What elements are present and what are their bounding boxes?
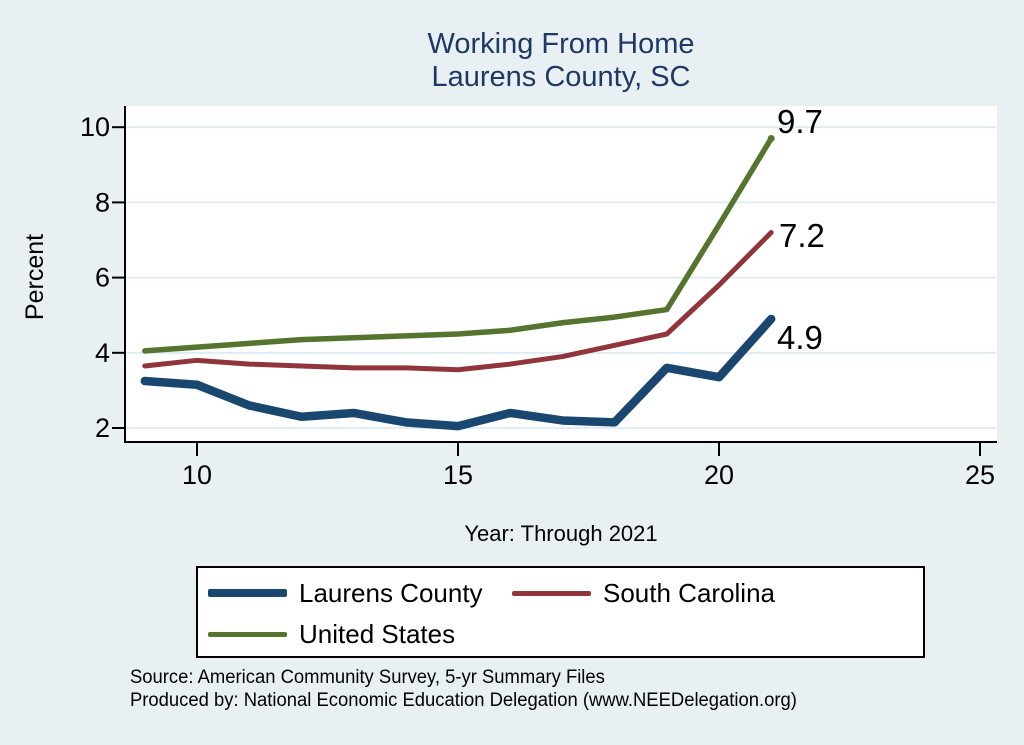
- y-tick-label: 10: [80, 112, 110, 142]
- gridlines: [126, 126, 996, 429]
- chart-title-line1: Working From Home: [427, 28, 695, 60]
- legend-swatch-south-carolina: [512, 590, 591, 596]
- y-tick-label: 4: [95, 338, 110, 368]
- end-label-laurens-county: 4.9: [777, 319, 823, 356]
- x-tick-label: 25: [965, 460, 995, 490]
- legend: Laurens County South Carolina United Sta…: [196, 566, 925, 658]
- legend-item-south-carolina: South Carolina: [512, 577, 775, 608]
- plot-area: [126, 106, 997, 441]
- y-tick-label: 6: [95, 263, 110, 293]
- legend-label-united-states: United States: [299, 618, 456, 649]
- us-endpoint-marker: [767, 134, 775, 142]
- chart-title: Working From Home Laurens County, SC: [125, 28, 997, 94]
- series-line-united-states: [142, 135, 774, 354]
- legend-swatch-united-states: [208, 631, 287, 637]
- x-tick-label: 10: [182, 460, 212, 490]
- source-note: Source: American Community Survey, 5-yr …: [130, 667, 605, 688]
- x-tick-labels: 10 15 20 25: [182, 460, 995, 490]
- x-axis: [124, 441, 997, 456]
- legend-item-laurens-county: Laurens County: [208, 577, 483, 608]
- legend-item-united-states: United States: [208, 618, 456, 649]
- end-label-south-carolina: 7.2: [779, 217, 825, 254]
- end-label-united-states: 9.7: [777, 103, 823, 140]
- legend-label-laurens-county: Laurens County: [299, 577, 483, 608]
- series-line-laurens-county: [140, 314, 776, 431]
- y-tick-labels: 2 4 6 8 10: [80, 112, 110, 443]
- legend-swatch-laurens-county: [208, 589, 287, 597]
- y-tick-label: 2: [95, 413, 110, 443]
- legend-label-south-carolina: South Carolina: [603, 577, 775, 608]
- x-axis-title: Year: Through 2021: [464, 521, 658, 546]
- produced-by-note: Produced by: National Economic Education…: [130, 690, 797, 711]
- y-axis: [112, 106, 126, 443]
- chart-title-line2: Laurens County, SC: [431, 61, 691, 93]
- footer-notes: Source: American Community Survey, 5-yr …: [130, 666, 797, 712]
- series-lines: [140, 135, 776, 431]
- y-axis-title: Percent: [21, 234, 49, 320]
- x-tick-label: 20: [704, 460, 734, 490]
- series-line-south-carolina: [142, 229, 774, 373]
- y-tick-label: 8: [95, 187, 110, 217]
- x-tick-label: 15: [443, 460, 473, 490]
